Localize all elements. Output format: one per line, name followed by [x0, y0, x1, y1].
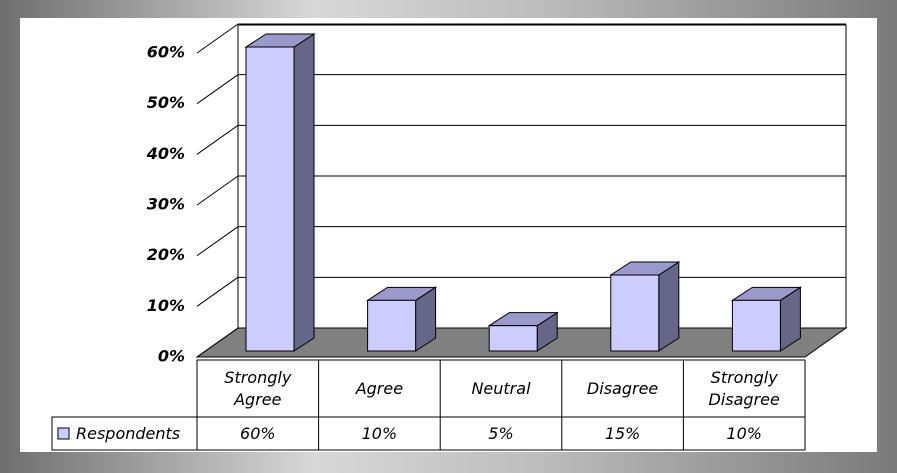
bar-side — [658, 261, 680, 352]
wall-grid-line — [196, 74, 239, 105]
legend-label: Respondents — [76, 423, 181, 443]
category-label: Agree — [355, 378, 404, 398]
legend-swatch — [57, 427, 70, 440]
category-label: Disagree — [586, 378, 659, 398]
value-label: 10% — [361, 423, 398, 443]
value-label: 5% — [488, 423, 514, 443]
bar — [367, 299, 417, 352]
bar-side — [293, 33, 315, 352]
value-label: 10% — [726, 423, 762, 443]
wall-grid-line — [196, 226, 239, 257]
wall-grid-line — [196, 175, 239, 206]
bar — [245, 46, 295, 352]
y-tick-label: 30% — [147, 195, 185, 214]
wall-grid-line — [196, 327, 239, 358]
wall-grid-line — [196, 23, 239, 54]
bar — [731, 299, 781, 352]
y-tick-label: 20% — [147, 245, 185, 264]
bar — [610, 274, 660, 352]
y-tick-label: 60% — [147, 43, 185, 62]
value-label: 60% — [240, 423, 276, 443]
y-tick-label: 10% — [147, 296, 185, 315]
wall-grid-line — [196, 124, 239, 155]
category-label: Strongly Disagree — [708, 367, 780, 409]
value-label: 15% — [604, 423, 641, 443]
y-tick-label: 50% — [147, 93, 185, 112]
wall-grid-line — [196, 276, 239, 307]
category-label: Neutral — [471, 378, 531, 398]
bar — [488, 325, 538, 352]
y-tick-label: 40% — [146, 144, 185, 163]
y-tick-label: 0% — [158, 347, 185, 366]
category-label: Strongly Agree — [224, 367, 292, 409]
table-val-row — [51, 416, 806, 451]
